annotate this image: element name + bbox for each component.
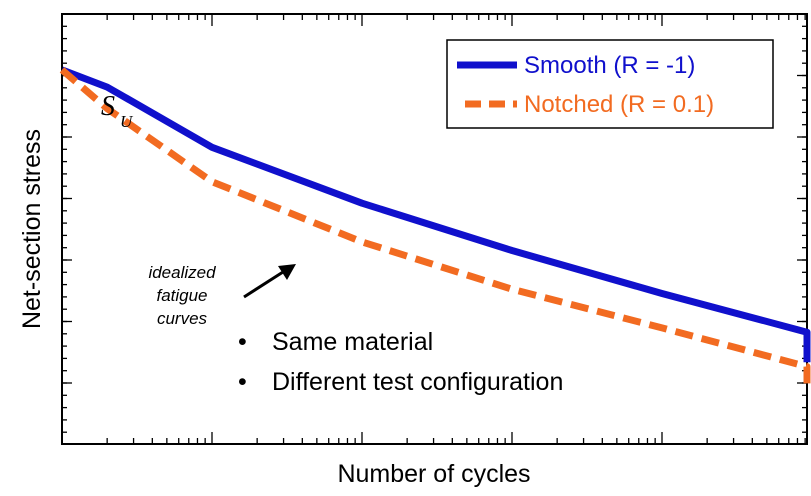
bullet-different-config: Different test configuration bbox=[272, 368, 563, 396]
y-axis-label: Net-section stress bbox=[18, 129, 46, 329]
series-layer bbox=[59, 66, 811, 389]
series-line-smooth bbox=[60, 66, 811, 363]
annotation-arrow bbox=[243, 264, 296, 299]
su-subscript: U bbox=[120, 112, 134, 131]
legend-label-notched: Notched (R = 0.1) bbox=[524, 91, 714, 118]
bullet-same-material: Same material bbox=[272, 328, 433, 356]
legend-box bbox=[446, 39, 774, 129]
bullet-dot-2: • bbox=[238, 368, 247, 396]
su-label: S bbox=[101, 91, 115, 122]
legend: Smooth (R = -1) Notched (R = 0.1) bbox=[446, 39, 774, 129]
series-line-notched bbox=[59, 67, 811, 389]
legend-label-smooth: Smooth (R = -1) bbox=[524, 52, 695, 79]
plot-frame bbox=[61, 13, 808, 445]
x-axis-label: Number of cycles bbox=[337, 460, 530, 488]
bullet-dot-1: • bbox=[238, 328, 247, 356]
annotation-idealized: idealized bbox=[148, 263, 216, 282]
annotation-fatigue: fatigue bbox=[156, 286, 207, 305]
annotation-curves: curves bbox=[157, 309, 208, 328]
